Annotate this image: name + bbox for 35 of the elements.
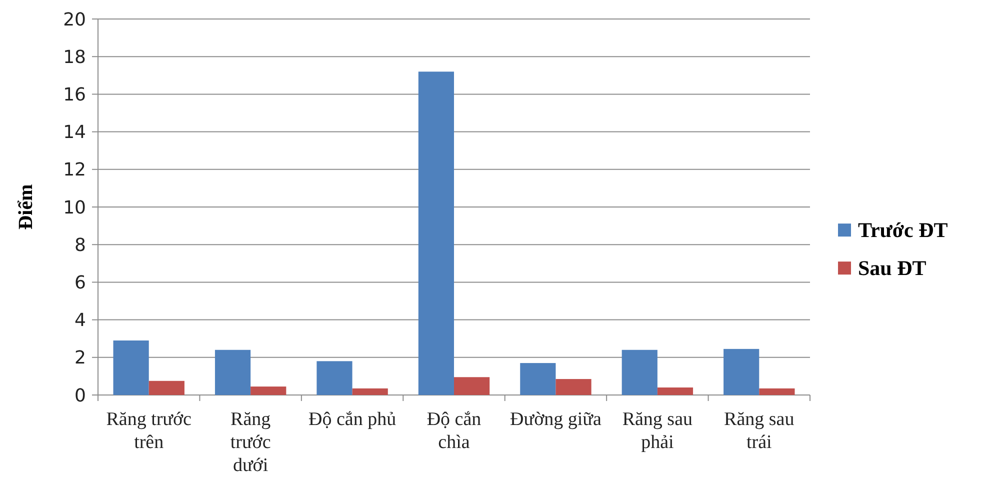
x-tick-label: Đường giữa [510,409,602,430]
bar [250,386,286,395]
x-tick-label: Độ cắn chìa [426,409,482,453]
bar [556,379,592,395]
y-tick-label: 18 [63,46,86,68]
bar [622,350,658,395]
bar [520,363,556,395]
bar [724,348,760,395]
y-tick-label: 4 [74,310,86,332]
bar [316,361,352,395]
bar [454,377,490,395]
bar [148,380,184,395]
y-tick-label: 2 [74,348,86,369]
y-tick-label: 12 [63,160,86,181]
x-tick-label: Răng sau trái [724,409,795,453]
x-tick-label: Răng sau phải [622,409,694,453]
x-tick-label: Độ cắn phủ [308,409,397,430]
legend-label: Trước ĐT [858,218,948,242]
bar [352,388,388,395]
x-tick-label: Răng trước trên [106,409,192,453]
y-tick-label: 0 [74,385,86,406]
bar [759,388,795,395]
y-tick-label: 8 [74,234,86,256]
bar [214,350,251,395]
bar [113,340,149,395]
y-tick-label: 10 [63,197,86,218]
y-tick-label: 14 [63,122,86,144]
bar [657,387,694,395]
bar [418,72,454,395]
legend-label: Sau ĐT [858,256,926,280]
x-tick-label: Răng trước dưới [230,409,272,476]
y-tick-label: 16 [63,84,86,106]
y-tick-label: 6 [74,272,86,294]
y-axis-title: Điểm [15,184,37,230]
y-tick-label: 20 [63,9,86,30]
